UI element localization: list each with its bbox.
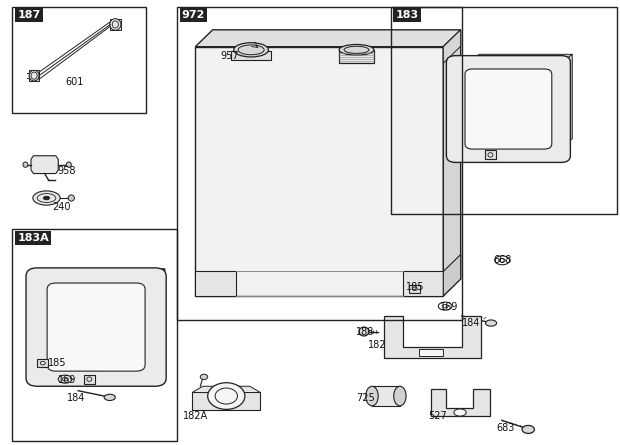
Text: 240: 240 <box>53 202 71 212</box>
Ellipse shape <box>68 195 74 201</box>
Polygon shape <box>384 316 480 358</box>
Text: 957: 957 <box>220 51 239 61</box>
Polygon shape <box>29 70 39 81</box>
Text: eReplacementParts.com: eReplacementParts.com <box>216 253 404 268</box>
Bar <box>84 375 95 384</box>
Ellipse shape <box>110 19 121 30</box>
Bar <box>12 7 146 113</box>
Text: 183: 183 <box>396 10 418 20</box>
Text: 182A: 182A <box>183 411 208 421</box>
Text: 668: 668 <box>493 255 512 265</box>
Bar <box>37 359 48 367</box>
Text: 958: 958 <box>57 166 76 176</box>
Polygon shape <box>195 30 461 47</box>
Bar <box>485 150 496 159</box>
Text: 169: 169 <box>58 376 76 385</box>
Ellipse shape <box>208 383 245 409</box>
Polygon shape <box>192 392 260 410</box>
Polygon shape <box>31 156 58 174</box>
Ellipse shape <box>33 191 60 205</box>
Text: 725: 725 <box>356 393 375 403</box>
Text: 169: 169 <box>440 302 459 312</box>
Bar <box>391 7 617 214</box>
Ellipse shape <box>366 386 378 406</box>
Polygon shape <box>195 271 236 296</box>
Ellipse shape <box>485 320 497 326</box>
Polygon shape <box>468 54 572 62</box>
Ellipse shape <box>454 409 466 416</box>
Polygon shape <box>155 269 165 367</box>
Polygon shape <box>192 386 214 392</box>
Bar <box>409 285 420 293</box>
FancyBboxPatch shape <box>465 69 552 149</box>
Polygon shape <box>561 54 572 147</box>
Polygon shape <box>431 389 490 416</box>
Text: 185: 185 <box>406 282 425 292</box>
Polygon shape <box>231 51 271 60</box>
Polygon shape <box>53 269 165 276</box>
Polygon shape <box>443 255 461 296</box>
Polygon shape <box>195 47 443 296</box>
FancyBboxPatch shape <box>26 268 166 386</box>
Polygon shape <box>110 19 121 30</box>
Text: 972: 972 <box>182 10 205 20</box>
FancyBboxPatch shape <box>446 56 570 162</box>
Text: 601: 601 <box>65 77 84 87</box>
Bar <box>12 229 177 441</box>
Bar <box>177 7 462 320</box>
Text: 527: 527 <box>428 411 446 421</box>
Ellipse shape <box>234 43 268 57</box>
Ellipse shape <box>359 327 369 336</box>
Bar <box>418 349 443 356</box>
Ellipse shape <box>66 162 71 167</box>
Text: 183A: 183A <box>17 233 49 243</box>
Ellipse shape <box>339 44 374 55</box>
Ellipse shape <box>104 394 115 400</box>
Text: 184: 184 <box>67 393 86 403</box>
Polygon shape <box>443 30 461 63</box>
Ellipse shape <box>394 386 406 406</box>
Text: 185: 185 <box>48 358 67 368</box>
FancyBboxPatch shape <box>47 283 145 371</box>
Ellipse shape <box>522 425 534 433</box>
Ellipse shape <box>23 162 28 167</box>
Ellipse shape <box>29 70 39 81</box>
Polygon shape <box>372 386 400 406</box>
Polygon shape <box>443 30 461 296</box>
Polygon shape <box>239 386 260 392</box>
Text: 184: 184 <box>462 318 480 328</box>
Text: 683: 683 <box>496 423 515 433</box>
Text: 187: 187 <box>17 10 41 20</box>
Text: 182: 182 <box>368 340 387 350</box>
Ellipse shape <box>43 196 50 200</box>
Ellipse shape <box>200 374 208 380</box>
Polygon shape <box>339 50 374 63</box>
Polygon shape <box>403 271 443 296</box>
Text: 188: 188 <box>356 327 374 336</box>
